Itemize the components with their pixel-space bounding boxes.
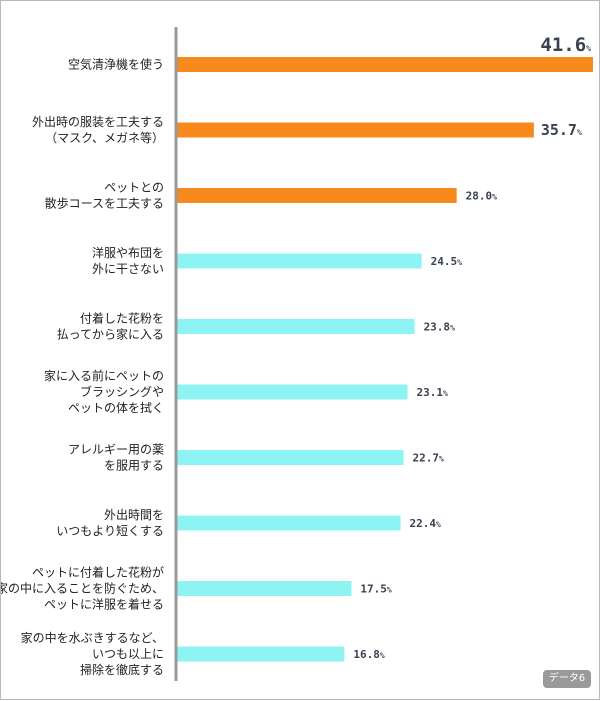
category-label-8: ペットに付着した花粉が家の中に入ることを防ぐため、ペットに洋服を着せる bbox=[1, 565, 164, 612]
category-label-1: 外出時の服装を工夫する（マスク、メガネ等） bbox=[32, 115, 164, 145]
category-label-0: 空気清浄機を使う bbox=[68, 57, 164, 72]
value-label-3: 24.5% bbox=[431, 255, 463, 268]
category-label-2: ペットとの散歩コースを工夫する bbox=[45, 181, 164, 211]
value-label-4: 23.8% bbox=[424, 321, 456, 334]
bar-9 bbox=[176, 646, 345, 662]
value-label-6: 22.7% bbox=[413, 452, 445, 465]
bar-5 bbox=[176, 384, 408, 400]
bar-8 bbox=[176, 581, 352, 596]
value-label-1: 35.7% bbox=[541, 121, 582, 139]
bar-1 bbox=[176, 122, 534, 138]
bar-3 bbox=[176, 253, 422, 269]
category-label-5: 家に入る前にペットのブラッシングやペットの体を拭く bbox=[44, 368, 164, 415]
value-label-8: 17.5% bbox=[360, 583, 392, 596]
value-label-5: 23.1% bbox=[417, 386, 449, 399]
value-label-0: 41.6% bbox=[540, 34, 591, 56]
category-label-6: アレルギー用の薬を服用する bbox=[68, 443, 164, 473]
bar-0 bbox=[176, 57, 593, 72]
category-label-7: 外出時間をいつもより短くする bbox=[56, 508, 164, 538]
data-badge: データ6 bbox=[543, 670, 591, 688]
value-label-7: 22.4% bbox=[410, 517, 442, 530]
bar-7 bbox=[176, 515, 401, 531]
bar-6 bbox=[176, 450, 404, 465]
category-label-4: 付着した花粉を払ってから家に入る bbox=[57, 311, 164, 342]
value-label-9: 16.8% bbox=[353, 648, 385, 661]
bar-2 bbox=[176, 188, 457, 203]
value-label-2: 28.0% bbox=[466, 190, 498, 203]
category-label-3: 洋服や布団を外に干さない bbox=[92, 245, 164, 276]
category-label-9: 家の中を水ぶきするなど、いつも以上に掃除を徹底する bbox=[21, 630, 164, 677]
bar-4 bbox=[176, 319, 415, 334]
